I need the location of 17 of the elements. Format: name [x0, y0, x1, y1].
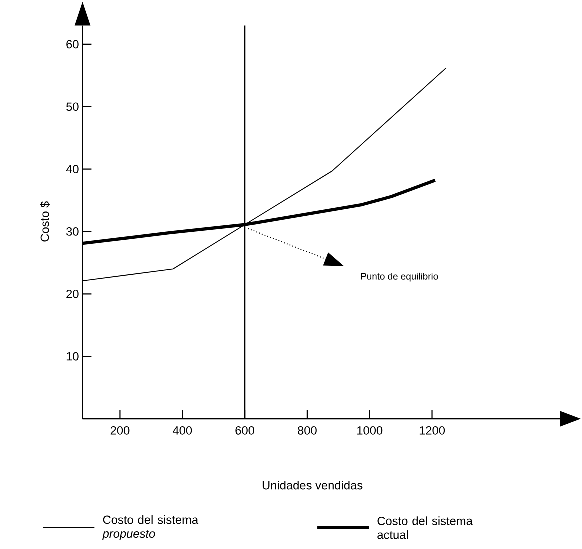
y-tick-label: 10	[66, 352, 79, 361]
x-tick-label: 800	[298, 426, 317, 435]
x-axis-title: Unidades vendidas	[262, 481, 363, 490]
x-tick-label: 600	[236, 426, 254, 435]
x-tick-label: 400	[172, 426, 192, 435]
y-tick-label: 60	[66, 40, 79, 49]
x-tick-label: 200	[110, 426, 130, 435]
annotation: Punto de equilibrio	[361, 273, 438, 282]
y-axis-title: Costo $	[40, 202, 50, 242]
y-tick-label: 50	[66, 102, 79, 112]
y-tick-label: 40	[66, 165, 79, 174]
x-tick-label: 1200	[420, 426, 446, 435]
x-tick-label: 1000	[358, 426, 383, 435]
legend-label: Costo del sistema propuesto	[102, 516, 199, 541]
y-tick-label: 30	[66, 228, 79, 236]
y-tick-label: 20	[66, 290, 79, 298]
legend-label: Costo del sistema actual	[378, 516, 473, 540]
